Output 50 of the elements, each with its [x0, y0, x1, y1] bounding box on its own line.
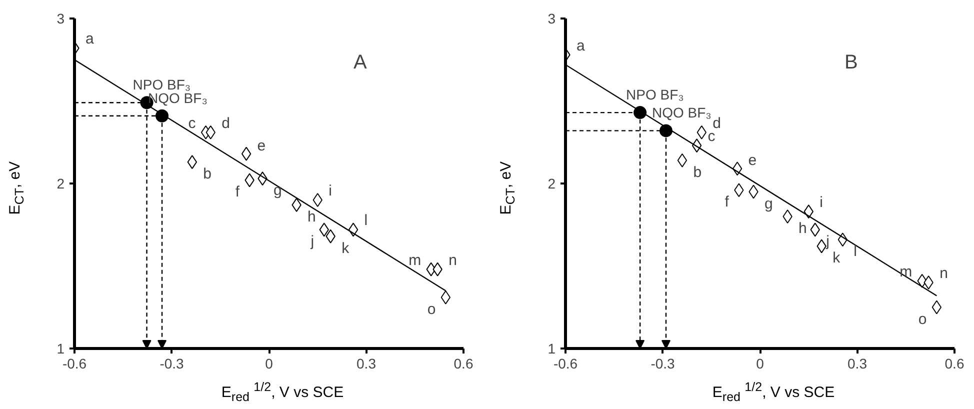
annotation: k	[832, 250, 841, 267]
annotation: d	[222, 114, 230, 132]
annotation: n	[448, 252, 457, 269]
text: A	[354, 52, 368, 74]
x-tick-label: -0.3	[160, 356, 184, 372]
x-tick-label: 0.3	[848, 356, 868, 372]
annotation: h	[798, 220, 807, 237]
text: B	[844, 52, 858, 74]
x-tick-label: 0.6	[944, 356, 964, 372]
annotation: f	[724, 194, 730, 211]
annotation: i	[328, 182, 332, 200]
y-tick-label: 1	[56, 340, 65, 356]
annotation: g	[764, 195, 773, 212]
annotation: m	[900, 263, 912, 280]
x-tick-label: -0.3	[650, 356, 676, 372]
annotation: k	[342, 240, 350, 257]
annotation: l	[364, 212, 368, 230]
annotation: n	[940, 265, 948, 282]
x-axis-title: E$_{red}$ $^{1/2}$, V vs SCE	[712, 379, 835, 406]
y-tick-label: 2	[548, 176, 556, 192]
annotation: m	[408, 252, 422, 269]
annotation: f	[235, 184, 240, 201]
y-tick-label: 2	[56, 176, 65, 192]
y-tick-label: 1	[548, 340, 556, 356]
x-tick-label: -0.6	[62, 356, 87, 372]
annotation: o	[918, 310, 927, 328]
x-tick-label: 0	[756, 356, 764, 372]
annotation: i	[820, 194, 823, 212]
x-tick-label: 0.3	[356, 356, 376, 372]
annotation: o	[427, 300, 436, 318]
y-tick-label: 3	[56, 10, 65, 26]
x-axis-title: E$_{red}$ $^{1/2}$, V vs SCE	[221, 379, 344, 406]
annotation: a	[86, 30, 94, 48]
annotation: e	[748, 152, 757, 170]
annotation: c	[188, 114, 196, 132]
annotation: j	[310, 233, 314, 250]
x-tick-label: -0.6	[553, 356, 578, 372]
x-tick-label: 0.6	[454, 356, 474, 372]
y-tick-label: 3	[548, 10, 556, 26]
annotation: l	[854, 243, 858, 260]
annotation: NQO BF₃	[652, 104, 712, 121]
annotation: e	[257, 137, 266, 154]
annotation: g	[274, 182, 282, 200]
annotation: j	[825, 233, 830, 250]
annotation: b	[693, 164, 702, 181]
annotation: a	[576, 37, 586, 54]
annotation: NPO BF₃	[626, 86, 684, 103]
annotation: h	[308, 208, 316, 226]
x-tick-label: 0	[265, 356, 274, 372]
annotation: b	[203, 166, 212, 183]
